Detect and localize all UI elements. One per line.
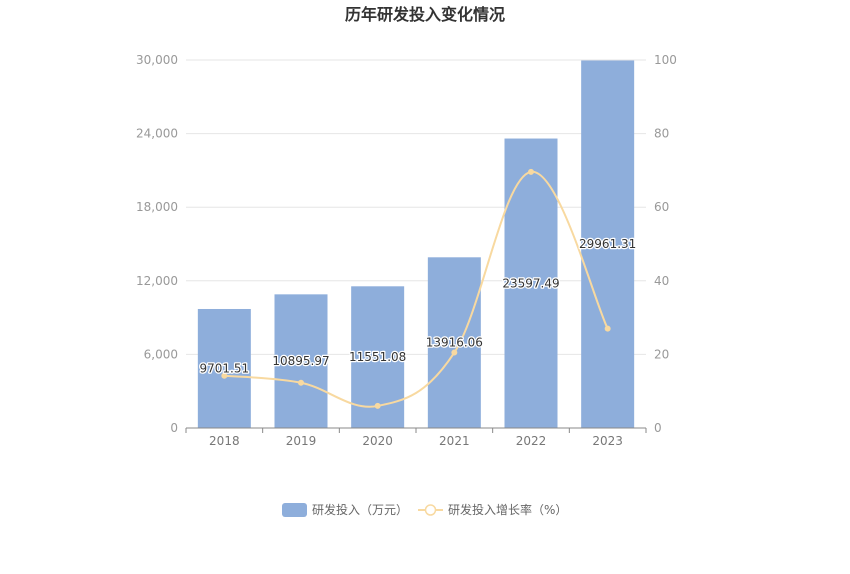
bar-data-label: 13916.06 [426, 336, 483, 350]
right-axis-tick-label: 100 [654, 53, 677, 67]
bar[interactable] [197, 308, 251, 428]
data-labels: 9701.51 10895.97 11551.08 13916.06 23597.49 2… [198, 236, 637, 377]
x-axis-tick-label: 2021 [439, 434, 470, 448]
left-axis-tick-label: 12,000 [136, 274, 178, 288]
growth-rate-point[interactable] [528, 168, 534, 175]
grid-lines [186, 59, 646, 355]
legend-bar-label[interactable]: 研发投入（万元） [312, 502, 408, 517]
growth-rate-point[interactable] [298, 379, 304, 386]
line-series [221, 168, 611, 409]
left-axis-tick-label: 24,000 [136, 127, 178, 141]
x-axis-tick-label: 2022 [516, 434, 547, 448]
left-axis-tick-label: 18,000 [136, 200, 178, 214]
x-axis-tick-label: 2023 [592, 434, 623, 448]
legend-bar-swatch[interactable] [282, 503, 307, 517]
growth-rate-point[interactable] [451, 349, 458, 356]
bar-data-label: 23597.49 [502, 276, 559, 290]
right-axis-tick-label: 60 [654, 200, 669, 214]
x-axis-tick-label: 2018 [209, 434, 240, 448]
bar-data-label: 29961.31 [579, 237, 636, 251]
left-axis-tick-label: 6,000 [144, 347, 178, 361]
left-axis-ticks: 0 6,000 12,000 18,000 24,000 30,000 [136, 53, 178, 435]
growth-rate-point[interactable] [374, 402, 381, 409]
bar[interactable] [581, 60, 635, 428]
legend-line-marker[interactable] [424, 504, 437, 516]
right-axis-tick-label: 20 [654, 347, 669, 361]
bar[interactable] [274, 294, 328, 428]
x-axis-tick-label: 2019 [286, 434, 317, 448]
right-axis-tick-label: 80 [654, 127, 669, 141]
legend-line-label[interactable]: 研发投入增长率（%） [448, 502, 567, 517]
x-axis-ticks: 2018 2019 2020 2021 2022 2023 [185, 428, 647, 448]
right-axis-ticks: 0 20 40 60 80 100 [654, 53, 677, 435]
left-axis-tick-label: 30,000 [136, 53, 178, 67]
right-axis-tick-label: 40 [654, 274, 669, 288]
bar[interactable] [427, 257, 481, 428]
bar-series [197, 60, 635, 428]
growth-rate-point[interactable] [221, 372, 228, 379]
bar-data-label: 10895.97 [272, 354, 329, 368]
legend[interactable]: 研发投入（万元） 研发投入增长率（%） [282, 502, 567, 517]
bar-data-label: 9701.51 [200, 361, 250, 375]
growth-rate-point[interactable] [604, 325, 611, 332]
x-axis-tick-label: 2020 [362, 434, 393, 448]
bar[interactable] [504, 138, 558, 428]
right-axis-tick-label: 0 [654, 421, 662, 435]
chart-title: 历年研发投入变化情况 [345, 5, 505, 24]
left-axis-tick-label: 0 [170, 421, 178, 435]
bar-data-label: 11551.08 [349, 350, 406, 364]
